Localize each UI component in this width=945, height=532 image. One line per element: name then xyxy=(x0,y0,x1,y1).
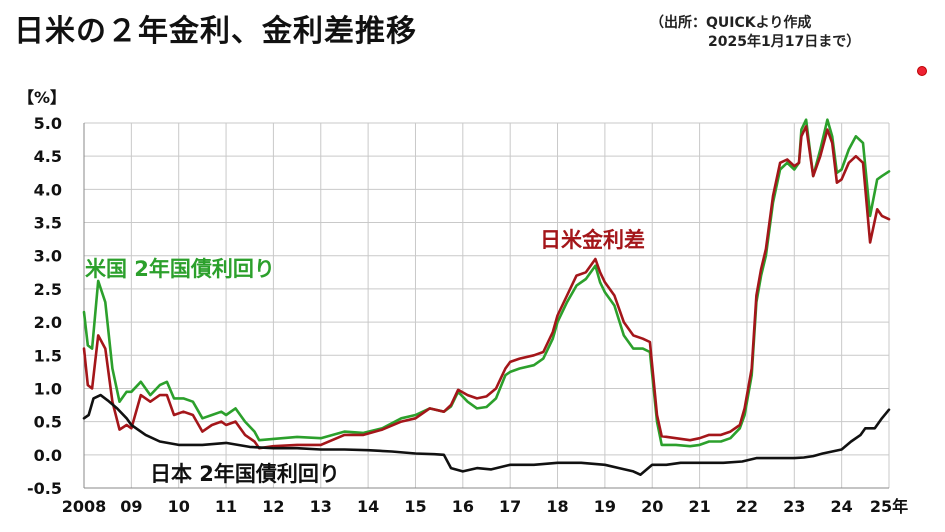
x-tick-label: 16 xyxy=(452,497,474,516)
x-tick-label: 18 xyxy=(546,497,568,516)
x-tick-label: 11 xyxy=(215,497,237,516)
y-axis-label: 【%】 xyxy=(18,88,66,107)
series-line-1 xyxy=(82,125,891,450)
x-tick-label: 21 xyxy=(688,497,710,516)
y-tick-label: 3.0 xyxy=(34,247,62,266)
y-tick-label: 2.5 xyxy=(34,280,62,299)
series-line-2 xyxy=(82,393,891,477)
jp-yield-label: 日本 2年国債利回り xyxy=(150,462,340,486)
x-tick-label: 13 xyxy=(310,497,332,516)
y-tick-label: 4.5 xyxy=(34,147,62,166)
source-line-1: （出所：QUICKより作成 xyxy=(650,15,812,31)
y-tick-label: -0.5 xyxy=(27,479,62,498)
x-tick-label: 20 xyxy=(641,497,663,516)
source-line-2: 2025年1月17日まで） xyxy=(708,34,861,50)
y-tick-label: 0.0 xyxy=(34,446,62,465)
x-tick-label: 19 xyxy=(594,497,616,516)
us-yield-label: 米国 2年国債利回り xyxy=(85,257,275,281)
chart-title: 日米の２年金利、金利差推移 xyxy=(14,14,417,49)
y-tick-label: 2.0 xyxy=(34,313,62,332)
x-tick-label: 10 xyxy=(168,497,190,516)
y-tick-label: 3.5 xyxy=(34,214,62,233)
x-tick-label: 25年 xyxy=(870,497,908,516)
source-note: （出所：QUICKより作成 2025年1月17日まで） xyxy=(650,14,910,52)
spread-label: 日米金利差 xyxy=(540,228,645,252)
y-tick-label: 1.5 xyxy=(34,346,62,365)
x-tick-label: 15 xyxy=(404,497,426,516)
x-tick-label: 22 xyxy=(736,497,758,516)
y-axis-ticks: 5.0 4.5 4.0 3.5 3.0 2.5 2.0 1.5 1.0 0.5 0.0 -0.5 xyxy=(27,114,62,498)
x-tick-label: 2008 xyxy=(62,497,107,516)
y-tick-label: 5.0 xyxy=(34,114,62,133)
y-tick-label: 4.0 xyxy=(34,180,62,199)
x-axis-ticks: 2008 09 10 11 12 13 14 15 16 17 18 19 20 21 22 23 24 25年 xyxy=(62,497,908,516)
x-tick-label: 23 xyxy=(783,497,805,516)
record-indicator-icon xyxy=(917,66,927,76)
chart-series xyxy=(82,118,891,477)
x-tick-label: 24 xyxy=(831,497,853,516)
x-tick-label: 12 xyxy=(262,497,284,516)
x-tick-label: 14 xyxy=(357,497,379,516)
x-tick-label: 17 xyxy=(499,497,521,516)
chart-grid xyxy=(83,122,890,489)
y-tick-label: 1.0 xyxy=(34,379,62,398)
x-tick-label: 09 xyxy=(120,497,142,516)
y-tick-label: 0.5 xyxy=(34,413,62,432)
